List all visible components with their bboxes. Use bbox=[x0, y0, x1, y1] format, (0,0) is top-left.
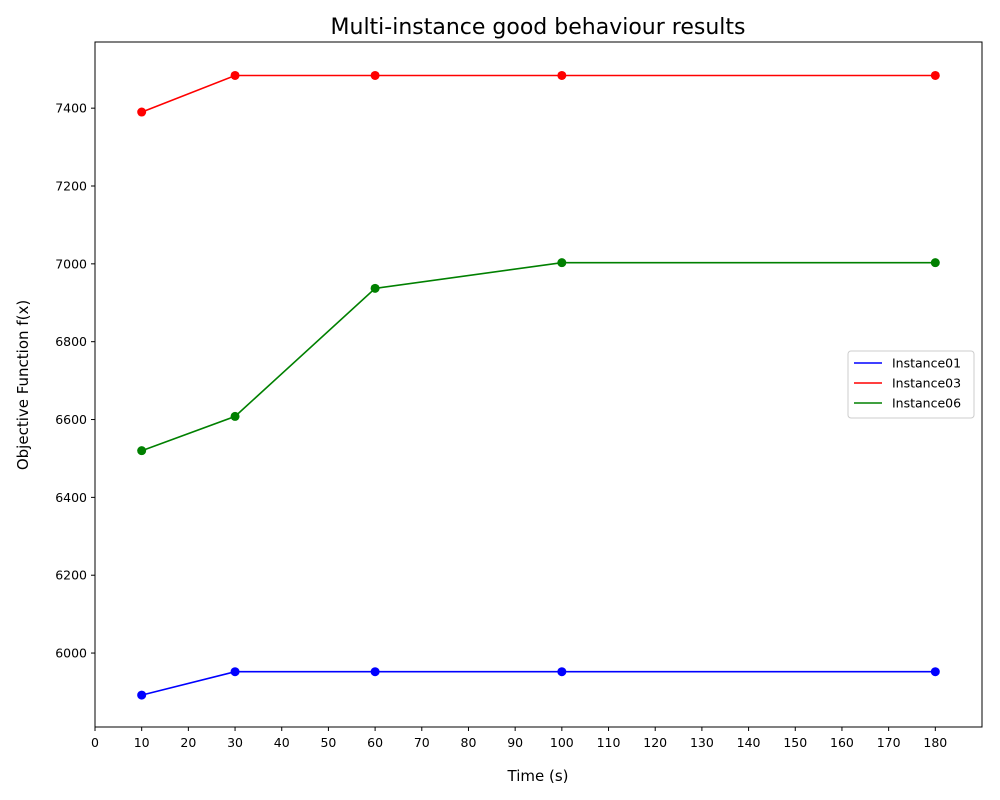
y-tick-label: 6800 bbox=[55, 334, 87, 349]
legend-label: Instance06 bbox=[892, 396, 961, 411]
x-tick-label: 0 bbox=[91, 735, 99, 750]
x-tick-label: 80 bbox=[461, 735, 477, 750]
series-line-3 bbox=[141, 261, 936, 452]
x-tick-label: 180 bbox=[923, 735, 947, 750]
x-tick-label: 140 bbox=[737, 735, 761, 750]
y-tick-label: 6200 bbox=[55, 568, 87, 583]
x-tick-label: 130 bbox=[690, 735, 714, 750]
x-tick-label: 100 bbox=[550, 735, 574, 750]
data-point-2 bbox=[370, 70, 380, 80]
data-point-1 bbox=[930, 667, 940, 677]
data-point-3 bbox=[930, 258, 940, 268]
legend-label: Instance01 bbox=[892, 356, 961, 371]
x-tick-label: 60 bbox=[367, 735, 383, 750]
data-point-2 bbox=[930, 70, 940, 80]
series-line-1 bbox=[141, 670, 936, 696]
y-tick-label: 6600 bbox=[55, 412, 87, 427]
data-point-1 bbox=[557, 667, 567, 677]
x-tick-label: 40 bbox=[274, 735, 290, 750]
data-point-3 bbox=[370, 283, 380, 293]
x-tick-label: 30 bbox=[227, 735, 243, 750]
x-tick-label: 120 bbox=[643, 735, 667, 750]
data-point-1 bbox=[137, 690, 147, 700]
y-tick-label: 7200 bbox=[55, 179, 87, 194]
legend: Instance01 Instance03 Instance06 bbox=[847, 350, 975, 419]
y-tick-label: 6000 bbox=[55, 646, 87, 661]
series-line-2 bbox=[141, 74, 936, 113]
data-point-1 bbox=[230, 667, 240, 677]
x-tick-label: 90 bbox=[507, 735, 523, 750]
x-tick-label: 150 bbox=[783, 735, 807, 750]
chart-title: Multi-instance good behaviour results bbox=[331, 15, 746, 40]
data-point-1 bbox=[370, 667, 380, 677]
x-tick-label: 20 bbox=[180, 735, 196, 750]
data-point-3 bbox=[230, 411, 240, 421]
x-tick-label: 160 bbox=[830, 735, 854, 750]
legend-box bbox=[847, 350, 975, 419]
x-axis-label: Time (s) bbox=[507, 767, 569, 785]
plot-frame bbox=[94, 41, 983, 728]
plot-area: 0 10 20 30 40 50 60 70 80 90 100 110 120 130 140 150 160… bbox=[55, 41, 983, 750]
data-point-3 bbox=[557, 258, 567, 268]
x-tick-label: 170 bbox=[877, 735, 901, 750]
x-tick-label: 50 bbox=[320, 735, 336, 750]
x-tick-label: 10 bbox=[134, 735, 150, 750]
data-point-2 bbox=[230, 70, 240, 80]
data-point-3 bbox=[137, 446, 147, 456]
x-tick-label: 70 bbox=[414, 735, 430, 750]
data-point-2 bbox=[137, 107, 147, 117]
data-point-2 bbox=[557, 70, 567, 80]
x-tick-label: 110 bbox=[597, 735, 621, 750]
y-axis-label: Objective Function f(x) bbox=[14, 300, 32, 470]
legend-label: Instance03 bbox=[892, 376, 961, 391]
y-tick-label: 7400 bbox=[55, 101, 87, 116]
y-tick-label: 6400 bbox=[55, 490, 87, 505]
y-tick-label: 7000 bbox=[55, 256, 87, 271]
